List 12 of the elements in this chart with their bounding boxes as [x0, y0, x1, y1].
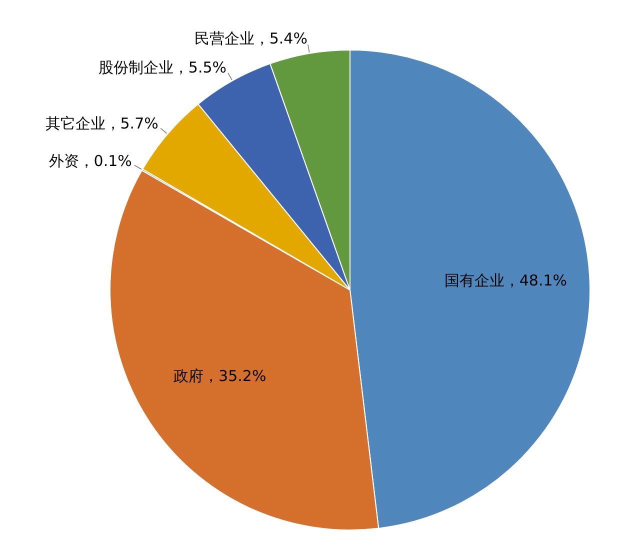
data-label: ，5.7%: [105, 114, 158, 132]
slice-label: 股份制企业: [98, 58, 174, 76]
slice-label: 政府: [174, 367, 204, 386]
slice-label: 其它企业: [45, 114, 106, 132]
data-label: ，5.4%: [254, 30, 308, 48]
slice-label: 国有企业: [444, 272, 504, 290]
data-label: ，35.2%: [204, 367, 266, 386]
slice-label: 外资: [48, 152, 79, 170]
data-label: ，5.5%: [173, 58, 227, 76]
data-label: ，0.1%: [78, 152, 132, 170]
data-label: ，48.1%: [504, 272, 568, 290]
slice-label: 民营企业: [194, 30, 254, 48]
